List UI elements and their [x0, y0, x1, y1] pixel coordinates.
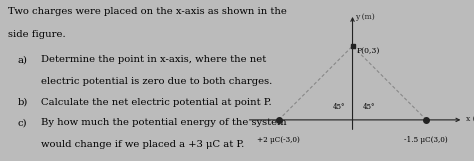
Text: -1.5 μC(3,0): -1.5 μC(3,0)	[404, 136, 448, 144]
Text: Calculate the net electric potential at point P.: Calculate the net electric potential at …	[41, 98, 271, 107]
Text: 45°: 45°	[333, 103, 345, 111]
Text: P(0,3): P(0,3)	[357, 47, 380, 55]
Text: +2 μC(-3,0): +2 μC(-3,0)	[257, 136, 300, 144]
Text: side figure.: side figure.	[8, 30, 65, 39]
Text: x (m): x (m)	[466, 115, 474, 123]
Text: y (m): y (m)	[356, 13, 375, 21]
Text: would change if we placed a +3 μC at P.: would change if we placed a +3 μC at P.	[41, 140, 244, 149]
Text: Determine the point in x-axis, where the net: Determine the point in x-axis, where the…	[41, 55, 266, 64]
Text: b): b)	[17, 98, 27, 107]
Text: 45°: 45°	[362, 103, 375, 111]
Text: a): a)	[17, 55, 27, 64]
Text: By how much the potential energy of the system: By how much the potential energy of the …	[41, 118, 286, 127]
Text: c): c)	[17, 118, 27, 127]
Text: electric potential is zero due to both charges.: electric potential is zero due to both c…	[41, 77, 272, 86]
Text: Two charges were placed on the x-axis as shown in the: Two charges were placed on the x-axis as…	[8, 7, 287, 16]
